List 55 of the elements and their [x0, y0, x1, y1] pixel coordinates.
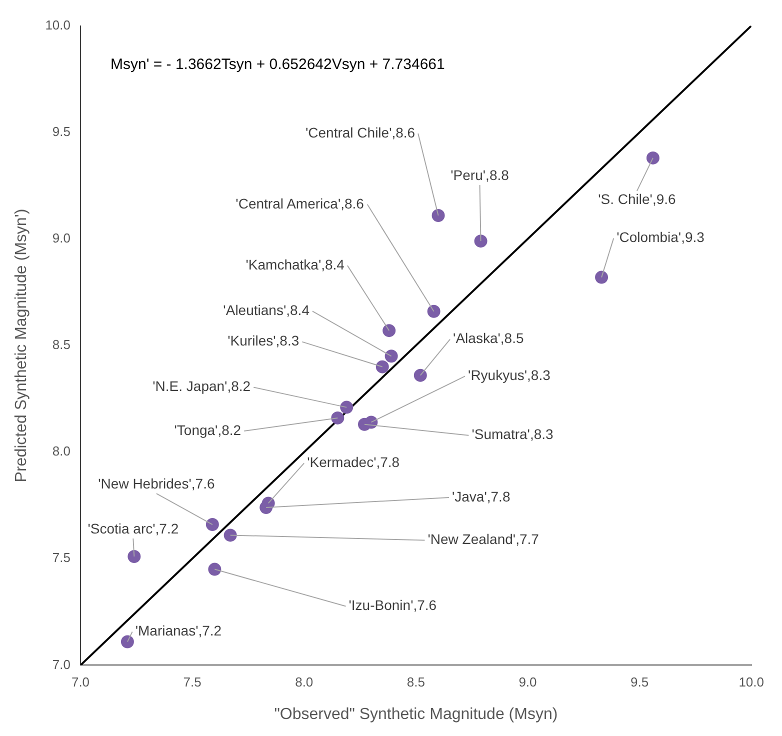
- annotation: 'Kamchatka',8.4: [246, 256, 345, 272]
- x-tick-label: 10.0: [738, 674, 764, 690]
- annotation: 'Peru',8.8: [450, 166, 510, 183]
- x-tick-label: 8.5: [406, 674, 425, 690]
- annotation: 'Colombia',9.3: [616, 229, 705, 246]
- annotation: 'Alaska',8.5: [453, 330, 524, 346]
- point: [224, 528, 237, 542]
- annotation: 'Izu-Bonin',7.6: [348, 597, 437, 614]
- y-tick-label: 7.5: [52, 550, 70, 566]
- annotation: 'New Hebrides',7.6: [98, 475, 215, 492]
- y-tick-label: 7.0: [52, 656, 70, 672]
- point: [414, 368, 427, 382]
- x-tick-label: 7.5: [183, 674, 202, 690]
- point: [206, 518, 219, 532]
- annotation: 'Sumatra',8.3: [472, 426, 554, 442]
- annotation: 'Java',7.8: [452, 488, 510, 504]
- point: [432, 208, 445, 222]
- y-tick-label: 10.0: [45, 17, 70, 32]
- x-tick-label: 9.0: [518, 674, 537, 690]
- point: [384, 350, 398, 363]
- point: [595, 270, 608, 284]
- x-tick-label: 7.0: [71, 674, 90, 690]
- annotation: 'Marianas',7.2: [135, 622, 222, 639]
- annotation: 'Central America',8.6: [236, 195, 364, 212]
- annotation: Msyn' = - 1.3662Tsyn + 0.652642Vsyn + 7.734661: [110, 56, 445, 73]
- annotation: 'Aleutians',8.4: [223, 302, 310, 318]
- annotation: 'Kuriles',8.3: [228, 332, 300, 349]
- point: [331, 411, 344, 424]
- point: [376, 360, 389, 374]
- point: [382, 324, 396, 338]
- x-tick-label: 8.0: [295, 674, 314, 690]
- x-tick-label: 9.5: [630, 674, 649, 690]
- annotation: 'Scotia arc',7.2: [88, 520, 179, 536]
- annotation: 'Tonga',8.2: [174, 422, 242, 438]
- x-axis-title: "Observed" Synthetic Magnitude (Msyn): [274, 706, 558, 723]
- annotation: 'New Zealand',7.7: [428, 531, 540, 548]
- annotation: 'S. Chile',9.6: [598, 190, 676, 207]
- point: [427, 304, 440, 318]
- y-tick-label: 8.5: [52, 337, 70, 352]
- point: [646, 151, 660, 164]
- annotation: 'Ryukyus',8.3: [468, 367, 551, 384]
- y-tick-label: 9.0: [52, 230, 70, 246]
- point: [358, 418, 371, 431]
- point: [120, 635, 134, 648]
- point: [128, 550, 141, 563]
- annotation: 'Kermadec',7.8: [307, 454, 400, 470]
- y-axis-title: Predicted Synthetic Magnitude (Msyn'): [13, 208, 30, 482]
- y-tick-label: 8.0: [52, 444, 70, 459]
- annotation: 'N.E. Japan',8.2: [152, 378, 251, 394]
- point: [260, 500, 273, 514]
- point: [340, 400, 354, 414]
- point: [208, 562, 222, 576]
- annotation: 'Central Chile',8.6: [305, 124, 416, 140]
- y-tick-label: 9.5: [52, 124, 70, 139]
- point: [474, 234, 488, 248]
